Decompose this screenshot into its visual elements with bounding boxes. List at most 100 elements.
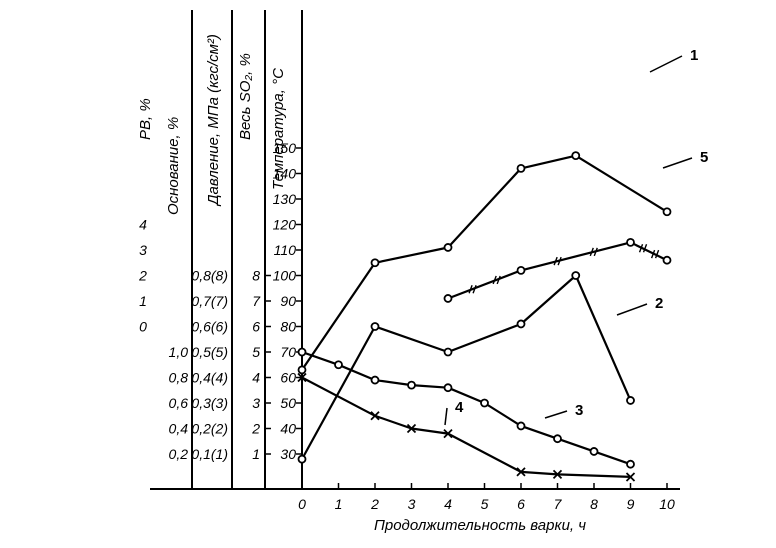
base-tick-label-4: 1,0 [169, 344, 189, 360]
series-4-point-6 [625, 472, 636, 482]
y-axis-title-so2: Весь SO₂, % [237, 53, 254, 140]
series-5-hatch-1-0.33 [553, 256, 562, 266]
x-tick-label-2: 2 [370, 496, 379, 512]
series-3-line [301, 350, 631, 466]
labels-layer: 1 2 3 4 5 [444, 47, 708, 426]
x-tick-label-4: 4 [444, 496, 452, 512]
series-4-point-0 [297, 372, 307, 383]
so2-tick-label-5: 5 [252, 344, 260, 360]
series-layer [297, 151, 672, 482]
series-2-label: 2 [655, 295, 663, 312]
rv-tick-label-1: 1 [139, 293, 147, 309]
temp-tick-label-150: 150 [273, 140, 297, 156]
series-4-point-3 [443, 428, 453, 439]
series-2-line [301, 274, 632, 460]
pressure-tick-label-0: 0,1(1) [191, 446, 228, 462]
x-tick-label-8: 8 [590, 496, 598, 512]
series-2-leader [616, 303, 648, 316]
x-tick-label-6: 6 [517, 496, 525, 512]
so2-tick-label-8: 8 [252, 268, 260, 284]
series-1-point-3 [516, 163, 526, 173]
series-2-point-2 [443, 347, 453, 357]
base-tick-label-0: 0,2 [169, 446, 189, 462]
y-axis-title-temp: Температура, °С [270, 68, 287, 190]
pressure-tick-label-5: 0,6(6) [191, 319, 228, 335]
y-axis-title-base: Основание, % [165, 117, 182, 215]
x-tick-label-7: 7 [554, 496, 563, 512]
rv-tick-label-2: 2 [138, 268, 147, 284]
y-axis-title-pressure: Давление, МПа (кгс/см²) [205, 34, 222, 207]
series-4-leader [444, 407, 448, 426]
temp-tick-label-130: 130 [273, 191, 297, 207]
temp-tick-label-80: 80 [280, 319, 296, 335]
x-tick-label-0: 0 [298, 496, 306, 512]
series-5-hatch-0-0.66 [492, 275, 501, 285]
series-3-point-0 [297, 347, 307, 357]
series-5-line [447, 241, 668, 300]
rv-tick-label-0: 0 [139, 319, 147, 335]
series-3-point-1 [334, 360, 343, 370]
series-4-point-5 [552, 469, 563, 480]
series-4-point-4 [516, 467, 526, 477]
series-5-leader [662, 157, 693, 169]
series-5-hatch-2-0.66 [650, 249, 660, 259]
series-1-point-1 [370, 258, 380, 268]
series-5-point-0 [443, 294, 453, 303]
y-axis-title-rv: РВ, % [137, 98, 154, 140]
base-tick-label-2: 0,6 [169, 395, 189, 411]
so2-tick-label-3: 3 [252, 395, 260, 411]
series-3-label: 3 [575, 402, 583, 419]
series-3-point-9 [626, 459, 635, 469]
series-5-label: 5 [700, 149, 708, 166]
pressure-tick-label-4: 0,5(5) [191, 344, 228, 360]
series-1-point-0 [297, 365, 307, 375]
series-3-point-5 [480, 398, 489, 408]
x-tick-label-5: 5 [481, 496, 489, 512]
x-tick-label-3: 3 [408, 496, 416, 512]
x-tick-label-9: 9 [627, 496, 635, 512]
temp-tick-label-30: 30 [280, 446, 296, 462]
series-5-point-3 [662, 255, 672, 265]
rv-tick-label-3: 3 [139, 242, 147, 258]
series-2-point-0 [297, 454, 307, 464]
x-axis-title: Продолжительность варки, ч [374, 517, 586, 534]
series-3-point-7 [553, 434, 562, 444]
series-2-point-5 [626, 396, 635, 405]
temp-tick-label-120: 120 [273, 217, 297, 233]
series-5-point-1 [516, 265, 526, 275]
temp-tick-label-90: 90 [280, 293, 296, 309]
series-2-point-4 [571, 271, 581, 280]
series-1-point-5 [662, 207, 672, 217]
temp-tick-label-110: 110 [274, 242, 297, 258]
temp-tick-label-140: 140 [273, 166, 297, 182]
x-tick-label-10: 10 [659, 496, 675, 512]
series-3-point-6 [516, 421, 526, 431]
series-5-hatch-2-0.33 [638, 243, 648, 253]
so2-tick-label-2: 2 [251, 421, 260, 437]
so2-tick-label-1: 1 [252, 446, 260, 462]
series-3-point-4 [443, 383, 453, 393]
series-1-point-4 [571, 151, 581, 161]
series-5-hatch-1-0.66 [589, 247, 598, 257]
series-5-point-2 [626, 237, 635, 247]
series-3-point-3 [407, 380, 416, 390]
series-5-hatch-0-0.33 [468, 284, 477, 294]
pressure-tick-label-6: 0,7(7) [191, 293, 228, 309]
series-3-point-8 [589, 447, 599, 456]
series-4-point-2 [406, 423, 417, 434]
so2-tick-label-4: 4 [252, 370, 260, 386]
base-tick-label-3: 0,8 [169, 370, 189, 386]
pressure-tick-label-7: 0,8(8) [191, 268, 228, 284]
rv-tick-label-4: 4 [139, 217, 147, 233]
series-1-leader [649, 55, 683, 73]
series-2-point-1 [370, 322, 380, 331]
series-1-label: 1 [690, 47, 698, 64]
series-1-line [301, 154, 668, 371]
base-tick-label-1: 0,4 [169, 421, 189, 437]
pressure-tick-label-1: 0,2(2) [191, 421, 228, 437]
temp-tick-label-100: 100 [273, 268, 297, 284]
pressure-tick-label-3: 0,4(4) [191, 370, 228, 386]
